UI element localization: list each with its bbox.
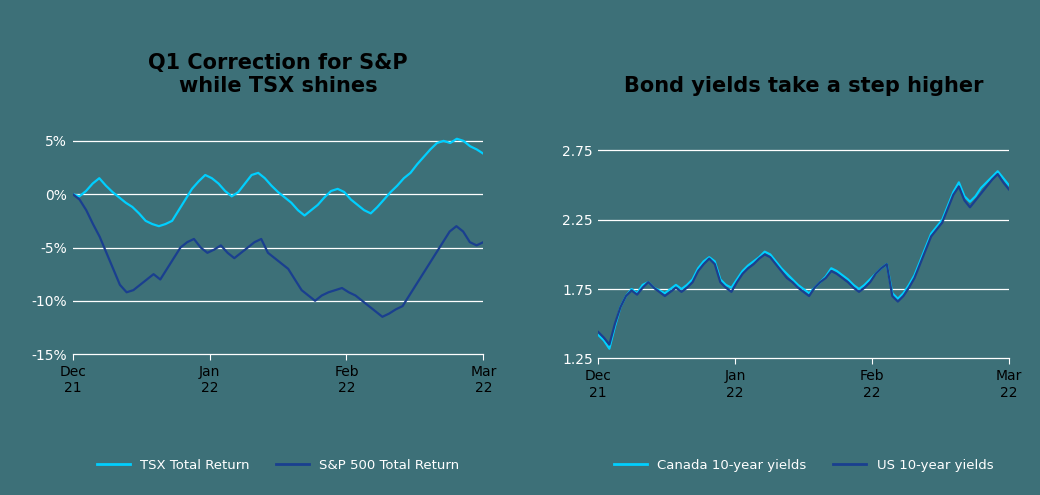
Legend: Canada 10-year yields, US 10-year yields: Canada 10-year yields, US 10-year yields bbox=[608, 454, 998, 477]
Title: Q1 Correction for S&P
while TSX shines: Q1 Correction for S&P while TSX shines bbox=[149, 53, 408, 96]
Legend: TSX Total Return, S&P 500 Total Return: TSX Total Return, S&P 500 Total Return bbox=[92, 454, 465, 477]
Title: Bond yields take a step higher: Bond yields take a step higher bbox=[624, 76, 983, 96]
